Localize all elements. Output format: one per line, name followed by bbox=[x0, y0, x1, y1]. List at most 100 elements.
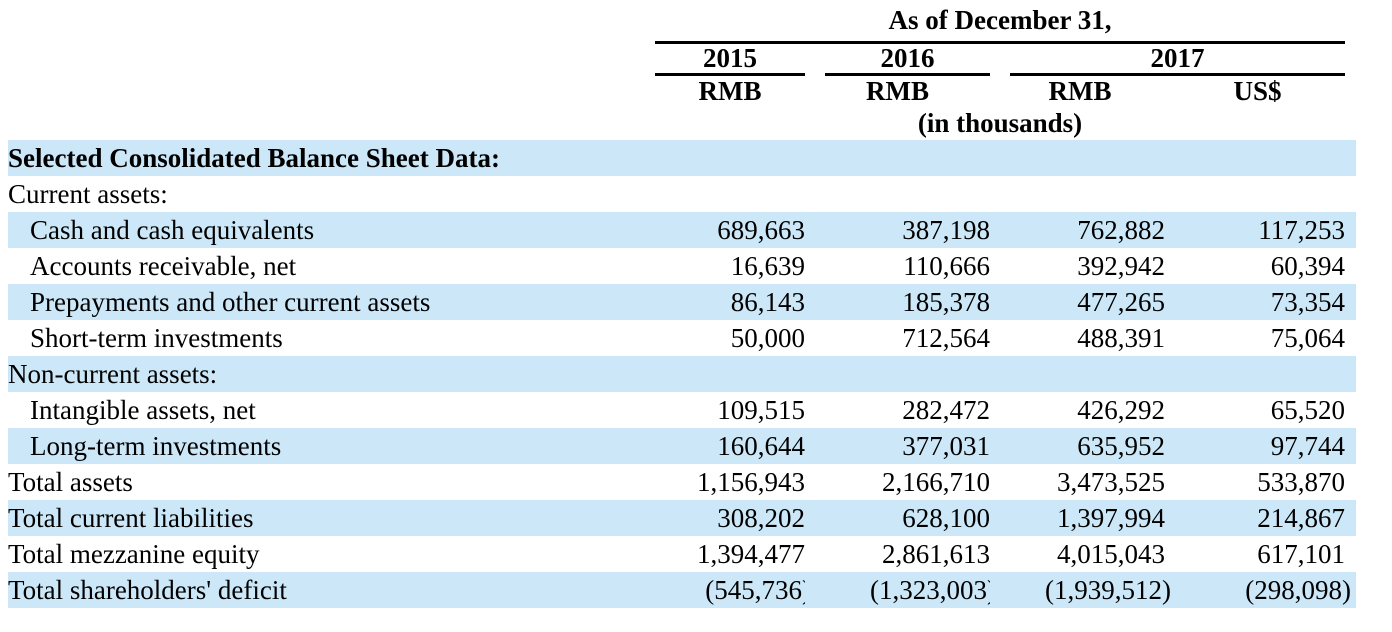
value-2017-usd: 73,354 bbox=[1270, 287, 1345, 317]
row-label: Cash and cash equivalents bbox=[30, 215, 315, 245]
value-2015-rmb bbox=[655, 356, 805, 392]
value-2017-usd: 117,253 bbox=[1258, 215, 1345, 245]
header-row-date: As of December 31, bbox=[8, 0, 1356, 44]
value-2016-rmb: 387,198 bbox=[902, 215, 990, 245]
value-2015-rmb: 50,000 bbox=[730, 323, 805, 353]
table-row-total-mezzanine-equity: Total mezzanine equity 1,394,477 2,861,6… bbox=[8, 536, 1356, 572]
value-2016-rmb: 2,861,613 bbox=[882, 539, 990, 569]
table-row-group-noncurrent-assets: Non-current assets: bbox=[8, 356, 1356, 392]
value-2017-rmb: 426,292 bbox=[1077, 395, 1165, 425]
value-2016-rmb: 282,472 bbox=[902, 395, 990, 425]
value-2017-usd: 97,744 bbox=[1270, 431, 1345, 461]
value-2016-rmb: 712,564 bbox=[902, 323, 990, 353]
value-2017-rmb bbox=[990, 356, 1170, 392]
balance-sheet-table: As of December 31, 2015 2016 2017 RMB RM… bbox=[8, 0, 1356, 608]
table-row: Intangible assets, net 109,515 282,472 4… bbox=[8, 392, 1356, 428]
date-span-header-cell: As of December 31, bbox=[655, 0, 1356, 44]
row-label: Prepayments and other current assets bbox=[30, 287, 431, 317]
value-2016-rmb: 185,378 bbox=[902, 287, 990, 317]
table-row-total-assets: Total assets 1,156,943 2,166,710 3,473,5… bbox=[8, 464, 1356, 500]
header-spacer bbox=[8, 106, 655, 140]
value-2017-rmb: 635,952 bbox=[1077, 431, 1165, 461]
value-2015-rmb: 109,515 bbox=[717, 395, 805, 425]
negative-value: (1,323,003) bbox=[870, 575, 990, 605]
row-label: Non-current assets: bbox=[8, 359, 218, 389]
currency-header-2015-rmb: RMB bbox=[698, 76, 762, 106]
value-2017-rmb: 477,265 bbox=[1077, 287, 1165, 317]
value-2017-rmb: 392,942 bbox=[1077, 251, 1165, 281]
value-2015-rmb: 689,663 bbox=[717, 215, 805, 245]
row-label: Total mezzanine equity bbox=[8, 539, 260, 569]
value-2017-rmb: 488,391 bbox=[1077, 323, 1165, 353]
value-2017-usd: 617,101 bbox=[1257, 539, 1345, 569]
table-row-total-shareholders-deficit: Total shareholders' deficit (545,736) (1… bbox=[8, 572, 1356, 608]
value-2017-usd bbox=[1170, 356, 1356, 392]
row-label: Total current liabilities bbox=[8, 503, 254, 533]
value-2015-rmb: 308,202 bbox=[717, 503, 805, 533]
units-note: (in thousands) bbox=[917, 108, 1083, 138]
table-row-group-current-assets: Current assets: bbox=[8, 176, 1356, 212]
header-spacer bbox=[8, 44, 655, 76]
value-2017-rmb: 3,473,525 bbox=[1057, 467, 1165, 497]
header-row-years: 2015 2016 2017 bbox=[8, 44, 1356, 76]
value-2017-usd bbox=[1170, 140, 1356, 176]
value-2015-rmb: 160,644 bbox=[717, 431, 805, 461]
value-2017-usd: 65,520 bbox=[1270, 395, 1345, 425]
value-2016-rmb: 628,100 bbox=[902, 503, 990, 533]
date-span-header: As of December 31, bbox=[655, 0, 1345, 44]
value-2016-rmb: 2,166,710 bbox=[882, 467, 990, 497]
currency-header-2016-rmb: RMB bbox=[866, 76, 929, 106]
table-row: Cash and cash equivalents 689,663 387,19… bbox=[8, 212, 1356, 248]
value-2017-usd: 214,867 bbox=[1257, 503, 1345, 533]
value-2015-rmb bbox=[655, 140, 805, 176]
value-2017-rmb bbox=[990, 140, 1170, 176]
value-2017-usd: 75,064 bbox=[1270, 323, 1345, 353]
table-row-total-current-liabilities: Total current liabilities 308,202 628,10… bbox=[8, 500, 1356, 536]
currency-header-2017-usd: US$ bbox=[1233, 76, 1282, 106]
table-row-section-title: Selected Consolidated Balance Sheet Data… bbox=[8, 140, 1356, 176]
header-row-units: (in thousands) bbox=[8, 106, 1356, 140]
negative-value: (545,736) bbox=[705, 575, 805, 605]
table-row: Prepayments and other current assets 86,… bbox=[8, 284, 1356, 320]
value-2016-rmb: 377,031 bbox=[902, 431, 990, 461]
value-2015-rmb: (545,736) bbox=[655, 572, 805, 608]
row-label: Intangible assets, net bbox=[30, 395, 256, 425]
row-label: Total shareholders' deficit bbox=[8, 575, 287, 605]
row-label: Total assets bbox=[8, 467, 133, 497]
value-2015-rmb: 86,143 bbox=[730, 287, 805, 317]
value-2015-rmb: 16,639 bbox=[730, 251, 805, 281]
row-label: Current assets: bbox=[8, 179, 168, 209]
value-2016-rmb: (1,323,003) bbox=[805, 572, 990, 608]
value-2017-rmb: 1,397,994 bbox=[1057, 503, 1165, 533]
year-header-2016: 2016 bbox=[825, 44, 990, 76]
value-2017-usd bbox=[1170, 176, 1356, 212]
value-2016-rmb bbox=[805, 140, 990, 176]
negative-value: (298,098) bbox=[1245, 575, 1351, 605]
negative-value: (1,939,512) bbox=[1045, 575, 1170, 605]
year-header-2017: 2017 bbox=[1010, 44, 1345, 76]
row-label: Selected Consolidated Balance Sheet Data… bbox=[8, 143, 500, 173]
value-2017-rmb: 762,882 bbox=[1077, 215, 1165, 245]
value-2017-rmb bbox=[990, 176, 1170, 212]
value-2015-rmb: 1,156,943 bbox=[697, 467, 805, 497]
value-2015-rmb bbox=[655, 176, 805, 212]
value-2017-usd: 60,394 bbox=[1270, 251, 1345, 281]
row-label: Long-term investments bbox=[30, 431, 282, 461]
row-label: Accounts receivable, net bbox=[30, 251, 297, 281]
value-2017-rmb: (1,939,512) bbox=[990, 572, 1170, 608]
year-header-2017-cell: 2017 bbox=[990, 44, 1356, 76]
value-2016-rmb bbox=[805, 176, 990, 212]
header-spacer bbox=[8, 76, 655, 106]
value-2017-usd: (298,098) bbox=[1170, 572, 1356, 608]
row-label: Short-term investments bbox=[30, 323, 283, 353]
value-2017-rmb: 4,015,043 bbox=[1057, 539, 1165, 569]
value-2016-rmb bbox=[805, 356, 990, 392]
table-row: Long-term investments 160,644 377,031 63… bbox=[8, 428, 1356, 464]
year-header-2015: 2015 bbox=[655, 44, 805, 76]
value-2017-usd: 533,870 bbox=[1257, 467, 1345, 497]
header-spacer bbox=[8, 0, 655, 44]
table-row: Accounts receivable, net 16,639 110,666 … bbox=[8, 248, 1356, 284]
currency-header-2017-rmb: RMB bbox=[1048, 76, 1112, 106]
year-header-2016-cell: 2016 bbox=[805, 44, 990, 76]
